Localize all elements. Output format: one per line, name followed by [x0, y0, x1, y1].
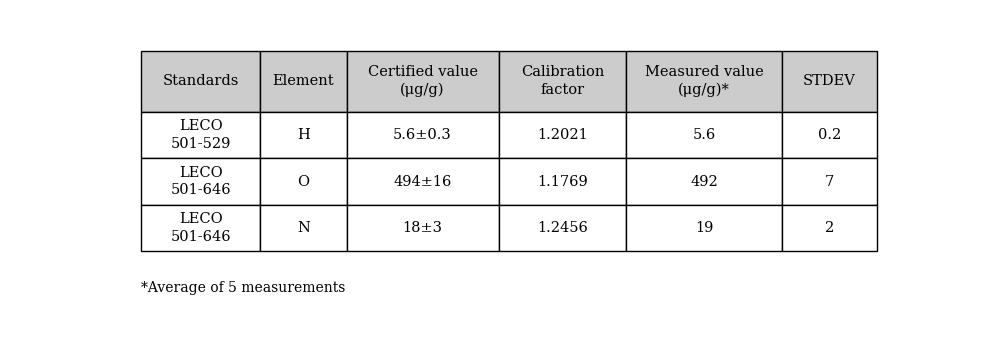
Text: N: N [297, 221, 310, 235]
Bar [260, 112, 347, 158]
Text: 1.2021: 1.2021 [537, 128, 588, 142]
Text: 19: 19 [695, 221, 713, 235]
Bar [782, 158, 877, 205]
Text: 1.1769: 1.1769 [537, 175, 588, 189]
Text: Certified value
(μg/g): Certified value (μg/g) [367, 65, 478, 98]
Bar [260, 158, 347, 205]
Text: 18±3: 18±3 [402, 221, 443, 235]
Bar [347, 51, 498, 112]
Text: 0.2: 0.2 [818, 128, 841, 142]
Bar [260, 51, 347, 112]
Text: 494±16: 494±16 [393, 175, 452, 189]
Text: O: O [297, 175, 310, 189]
Bar [626, 112, 782, 158]
Text: LECO
501-646: LECO 501-646 [171, 166, 231, 197]
Bar [782, 205, 877, 251]
Bar [347, 158, 498, 205]
Text: STDEV: STDEV [803, 74, 856, 88]
Bar [626, 158, 782, 205]
Text: 492: 492 [690, 175, 718, 189]
Bar [141, 158, 260, 205]
Text: H: H [297, 128, 310, 142]
Text: *Average of 5 measurements: *Average of 5 measurements [141, 282, 346, 295]
Bar [347, 205, 498, 251]
Bar [626, 51, 782, 112]
Bar [260, 205, 347, 251]
Bar [141, 205, 260, 251]
Text: 5.6: 5.6 [692, 128, 716, 142]
Bar [782, 51, 877, 112]
Text: LECO
501-529: LECO 501-529 [171, 119, 230, 151]
Bar [347, 112, 498, 158]
Text: 2: 2 [825, 221, 834, 235]
Text: Calibration
factor: Calibration factor [520, 65, 604, 97]
Text: 1.2456: 1.2456 [537, 221, 588, 235]
Bar [626, 205, 782, 251]
Text: LECO
501-646: LECO 501-646 [171, 212, 231, 244]
Bar [498, 112, 626, 158]
Text: Element: Element [273, 74, 335, 88]
Bar [498, 205, 626, 251]
Text: 5.6±0.3: 5.6±0.3 [393, 128, 452, 142]
Bar [498, 158, 626, 205]
Text: Standards: Standards [163, 74, 239, 88]
Text: Measured value
(μg/g)*: Measured value (μg/g)* [644, 65, 764, 98]
Bar [498, 51, 626, 112]
Bar [782, 112, 877, 158]
Text: 7: 7 [825, 175, 834, 189]
Bar [141, 51, 260, 112]
Bar [141, 112, 260, 158]
